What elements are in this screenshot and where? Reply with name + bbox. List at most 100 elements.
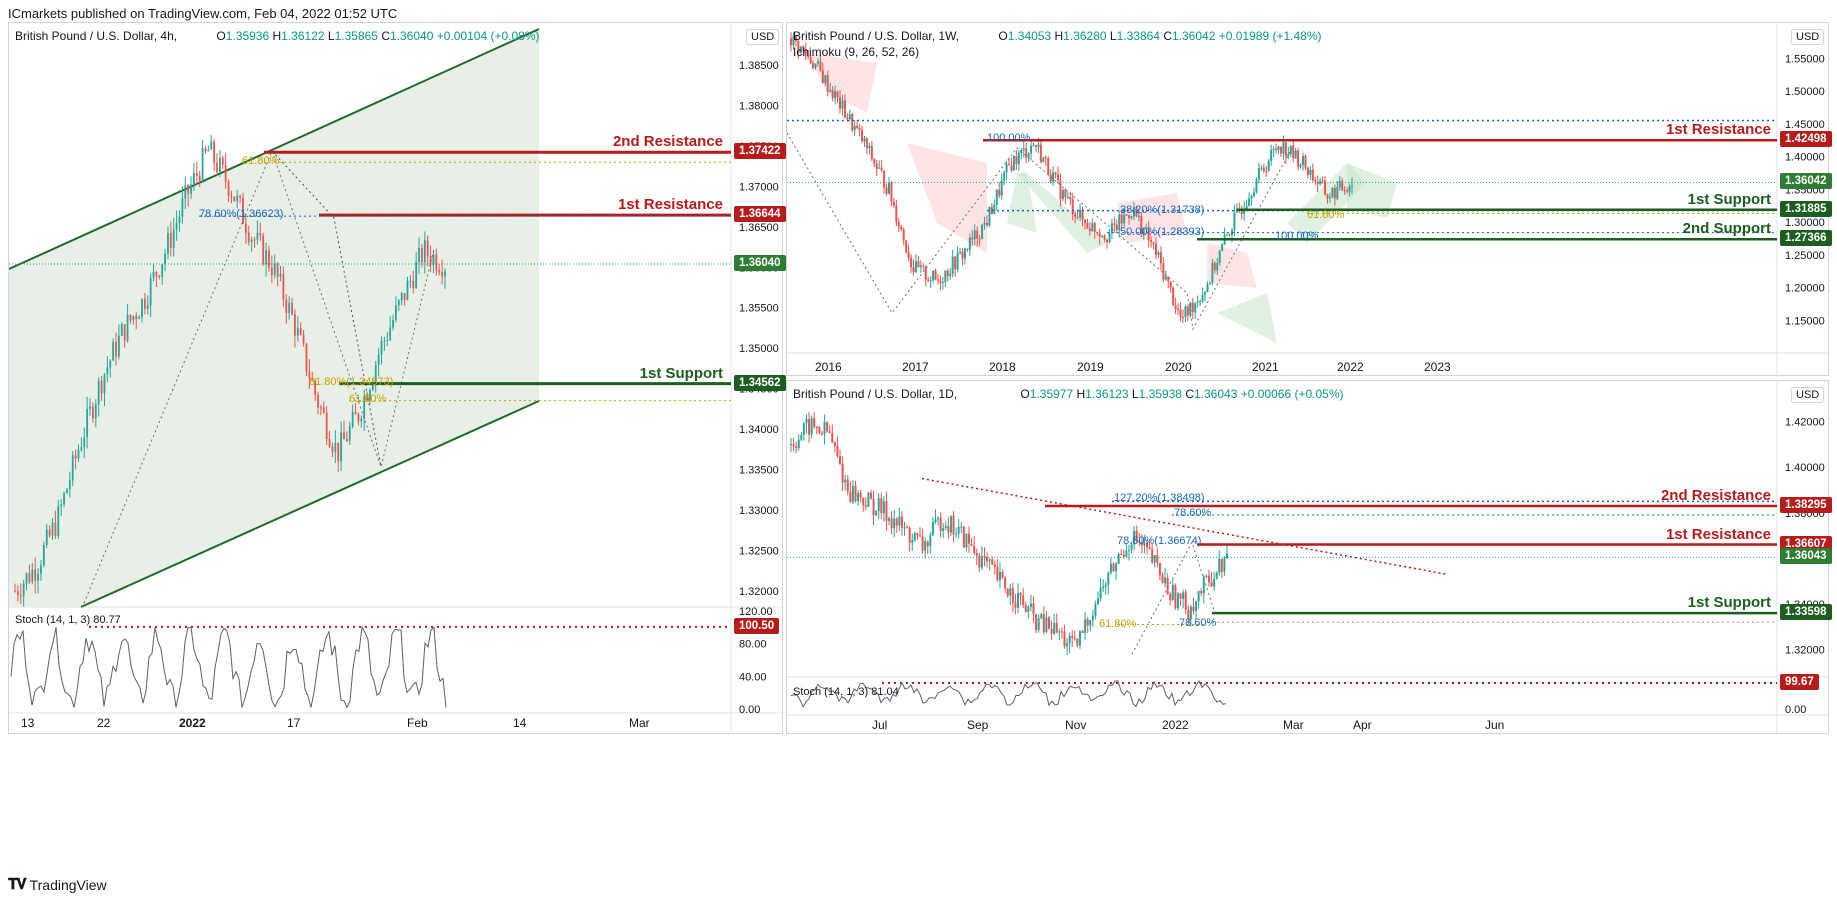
candle xyxy=(1321,180,1324,182)
tradingview-brand[interactable]: 𝐓𝐕 TradingView xyxy=(8,876,107,893)
candle xyxy=(348,426,351,442)
candle xyxy=(829,89,832,92)
candle xyxy=(990,207,993,215)
ohlc-low: 1.35865 xyxy=(334,29,378,43)
candle xyxy=(83,437,86,448)
candle xyxy=(421,247,423,263)
candle xyxy=(790,38,792,46)
candle xyxy=(937,517,940,520)
candle xyxy=(1076,216,1079,218)
candle xyxy=(1230,230,1233,236)
candle xyxy=(158,275,161,277)
candle xyxy=(155,271,158,276)
candle xyxy=(1071,636,1074,638)
candle xyxy=(1103,235,1106,240)
currency-button[interactable]: USD xyxy=(1791,29,1825,45)
ichimoku-cloud xyxy=(1007,173,1037,233)
candle xyxy=(97,380,100,405)
candle xyxy=(910,257,913,268)
stoch-tag: 100.50 xyxy=(734,617,780,634)
price-tick: 1.38500 xyxy=(739,60,779,72)
candle xyxy=(409,280,412,282)
candle xyxy=(1118,214,1121,231)
channel-lower-line xyxy=(80,400,540,608)
candle xyxy=(1275,148,1278,151)
candle xyxy=(334,442,337,452)
level-label: 1st Support xyxy=(1687,190,1771,208)
candle xyxy=(1076,638,1079,646)
candle xyxy=(1197,591,1200,602)
candle xyxy=(918,535,921,537)
candle xyxy=(1331,187,1334,198)
candle xyxy=(256,232,259,240)
candle xyxy=(846,479,849,492)
candle xyxy=(1022,595,1025,605)
candle xyxy=(1032,145,1035,147)
candle xyxy=(924,266,927,280)
currency-button[interactable]: USD xyxy=(1791,387,1825,403)
candle xyxy=(1218,250,1221,263)
candle xyxy=(941,282,944,284)
candle xyxy=(1055,622,1058,633)
price-tag: 1.37422 xyxy=(734,143,786,160)
candle xyxy=(392,319,394,328)
panel-4h-title: British Pound / U.S. Dollar, 4h, O1.3593… xyxy=(15,29,539,43)
candle xyxy=(966,248,969,250)
candle xyxy=(1186,306,1189,316)
candle xyxy=(998,571,1001,581)
candle xyxy=(877,498,880,511)
candle xyxy=(193,173,195,185)
candle xyxy=(213,141,216,163)
ohlc-readout: O1.35977 H1.36123 L1.35938 C1.36043 +0.0… xyxy=(1020,387,1344,401)
candle xyxy=(1053,622,1056,634)
level-label: 1st Support xyxy=(1687,594,1771,612)
candle xyxy=(905,240,908,253)
stoch-tick: 0.00 xyxy=(1785,704,1806,716)
ohlc-low: 1.35938 xyxy=(1138,387,1182,401)
candle xyxy=(802,46,805,50)
level-label: 2nd Support xyxy=(1682,220,1771,238)
fib-label: 78.60% xyxy=(1174,507,1212,520)
candle xyxy=(141,299,143,318)
ohlc-high: 1.36123 xyxy=(1085,387,1129,401)
candle xyxy=(1336,187,1339,199)
candle xyxy=(1316,181,1319,185)
candle xyxy=(799,46,802,53)
ohlc-change: +0.00066 (+0.05%) xyxy=(1240,387,1344,401)
price-tick: 1.32000 xyxy=(1785,645,1825,657)
candle xyxy=(900,516,903,528)
candle xyxy=(795,446,798,449)
candle xyxy=(1174,584,1177,609)
candle xyxy=(167,233,169,254)
candle xyxy=(975,553,978,556)
candle xyxy=(1115,563,1118,572)
candle xyxy=(906,527,909,529)
candle xyxy=(1145,227,1148,229)
stoch-tick: 40.00 xyxy=(739,671,767,683)
candle xyxy=(1157,252,1160,255)
candle xyxy=(963,248,966,259)
candle xyxy=(863,138,866,142)
fib-label: 78.60%(1.36674) xyxy=(1117,534,1202,547)
candle xyxy=(204,148,207,152)
candle xyxy=(1182,592,1185,599)
candle xyxy=(308,371,311,379)
candle xyxy=(115,341,117,357)
candle xyxy=(172,229,175,248)
candle xyxy=(66,489,68,494)
candle xyxy=(1042,157,1045,163)
candle xyxy=(328,439,331,447)
candle xyxy=(1109,563,1112,573)
candle xyxy=(1348,186,1351,192)
candle xyxy=(892,201,895,206)
candle xyxy=(1174,305,1177,310)
candle xyxy=(1004,577,1007,589)
price-tick: 1.45000 xyxy=(1785,119,1825,131)
candle xyxy=(1143,542,1146,546)
currency-button[interactable]: USD xyxy=(746,29,780,45)
price-tick: 1.15000 xyxy=(1785,315,1825,327)
candle xyxy=(1017,153,1020,165)
candle xyxy=(980,555,983,568)
candle xyxy=(1132,207,1135,217)
candle xyxy=(826,75,829,92)
